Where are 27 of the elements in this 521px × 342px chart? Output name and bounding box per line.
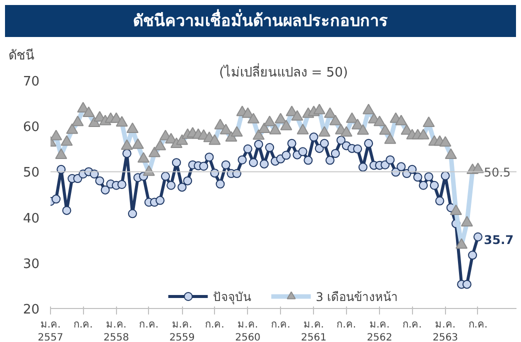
y-tick-label: 30: [22, 256, 40, 272]
x-tick-label: ม.ค. 2559: [169, 320, 195, 342]
x-tick-label: ม.ค. 2558: [104, 320, 129, 342]
x-tick-label: ก.ค.: [139, 320, 159, 330]
chart-title: ดัชนีความเชื่อมั่นด้านผลประกอบการ: [133, 8, 388, 32]
x-tick-label: ม.ค. 2560: [235, 320, 261, 342]
data-label: 35.7: [484, 232, 514, 247]
y-tick-label: 60: [22, 120, 40, 136]
y-tick-label: 70: [22, 74, 40, 90]
x-tick-label: ม.ค. 2557: [38, 320, 64, 342]
y-axis-title: ดัชนี: [8, 48, 34, 64]
y-tick-label: 20: [22, 302, 40, 318]
x-tick-label: ม.ค. 2562: [366, 320, 392, 342]
x-tick-label: ก.ค.: [204, 320, 224, 330]
legend-label: ปัจจุบัน: [212, 288, 251, 306]
x-tick-label: ม.ค. 2561: [301, 320, 326, 342]
x-tick-label: ม.ค. 2563: [432, 320, 458, 342]
x-tick-label: ก.ค.: [402, 320, 422, 330]
x-tick-label: ก.ค.: [468, 320, 488, 330]
x-tick-label: ก.ค.: [73, 320, 93, 330]
y-tick-label: 40: [22, 211, 40, 226]
x-tick-label: ก.ค.: [270, 320, 290, 330]
legend-label: 3 เดือนข้างหน้า: [316, 288, 398, 306]
y-tick-label: 50: [22, 166, 40, 181]
x-tick-label: ก.ค.: [336, 320, 356, 330]
chart-subtitle: (ไม่เปลี่ยนแปลง = 50): [219, 64, 348, 80]
data-label: 50.5: [484, 165, 511, 180]
